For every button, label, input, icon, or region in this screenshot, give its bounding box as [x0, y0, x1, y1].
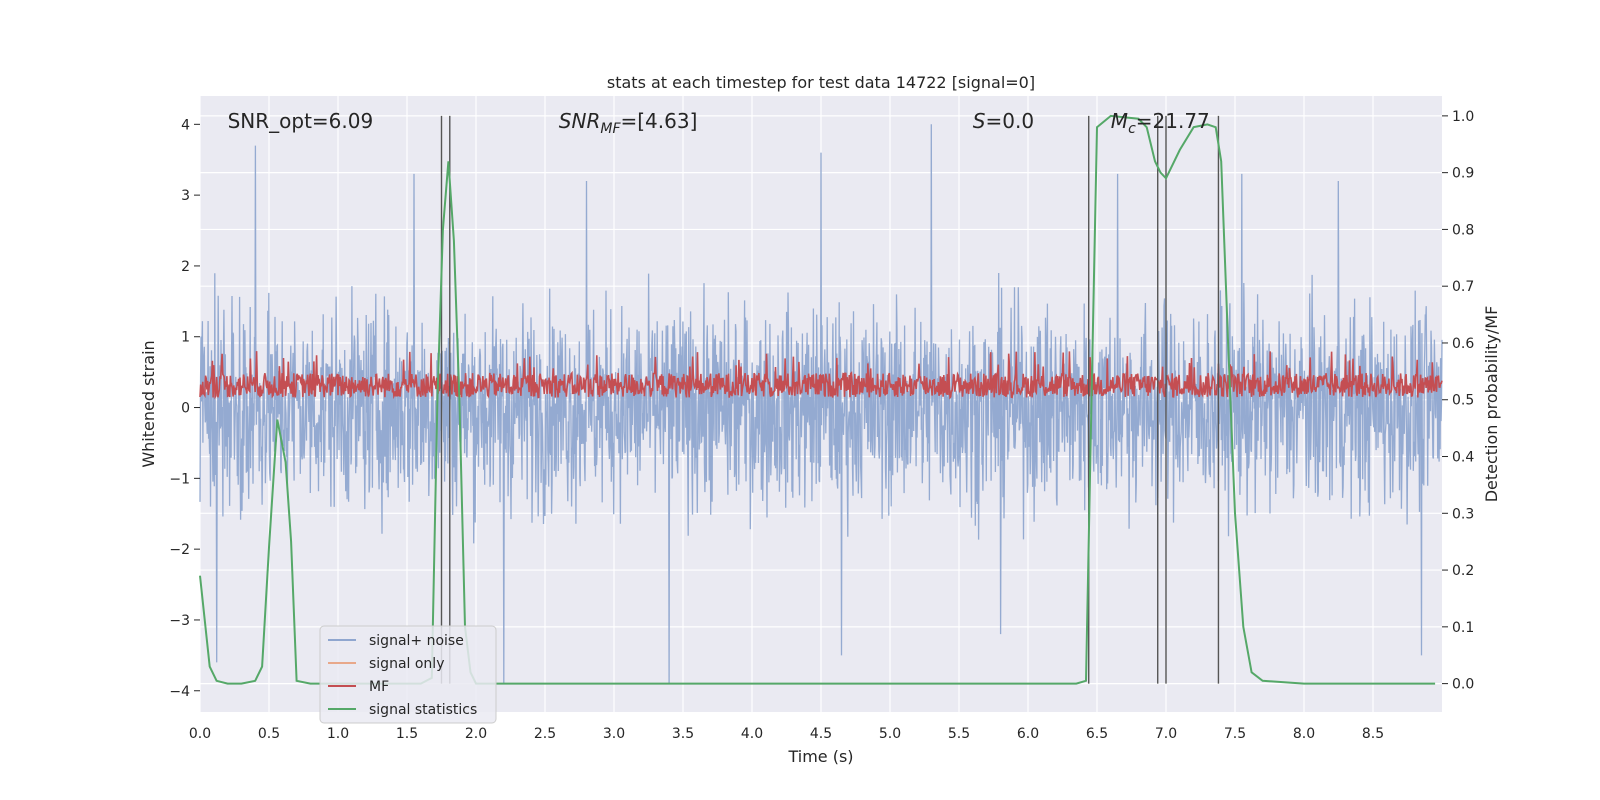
x-tick-label: 0.5: [258, 726, 280, 742]
signal-noise-series: [199, 124, 1443, 684]
signal-statistics-series: [199, 114, 1436, 685]
y-axis-label-right: Detection probability/MF: [1482, 306, 1501, 503]
legend-label-signal-only: signal only: [369, 656, 444, 672]
series-line-signal-statistics: [199, 114, 1436, 685]
y-tick-label: −4: [169, 684, 190, 700]
y-right-tick-label: 0.7: [1452, 279, 1474, 295]
y-right-tick-label: 0.5: [1452, 393, 1474, 409]
x-tick-label: 1.5: [396, 726, 418, 742]
y-tick-label: 1: [181, 330, 190, 346]
y-tick-label: 0: [181, 401, 190, 417]
x-tick-label: 2.0: [465, 726, 487, 742]
x-tick-label: 7.0: [1155, 726, 1177, 742]
x-tick-label: 5.0: [879, 726, 901, 742]
x-tick-label: 6.0: [1017, 726, 1039, 742]
y-right-tick-label: 0.8: [1452, 222, 1474, 238]
legend-label-signal-statistics: signal statistics: [369, 702, 477, 718]
legend-label-mf: MF: [369, 679, 389, 695]
series-line-signal-noise: [199, 124, 1443, 684]
x-axis-label: Time (s): [787, 747, 853, 766]
y-ticks-left: 4 3 2 1 0 −1 −2 −3 −4: [169, 117, 200, 700]
y-axis-label: Whitened strain: [139, 340, 158, 467]
legend-label-signal-noise: signal+ noise: [369, 633, 464, 649]
y-tick-label: −1: [169, 471, 190, 487]
legend-box: [319, 625, 497, 724]
x-tick-label: 8.0: [1293, 726, 1315, 742]
y-right-tick-label: 0.2: [1452, 563, 1474, 579]
series-line-mf: [199, 351, 1443, 400]
y-ticks-right: 1.0 0.9 0.8 0.7 0.6 0.5 0.4 0.3 0.2 0.1 0.0: [1442, 109, 1474, 693]
y-right-tick-label: 1.0: [1452, 109, 1474, 125]
legend: signal+ noise signal only MF signal stat…: [319, 625, 497, 724]
mf-series: [199, 351, 1443, 400]
y-right-tick-label: 0.0: [1452, 677, 1474, 693]
x-tick-label: 2.5: [534, 726, 556, 742]
x-ticks: 0.0 0.5 1.0 1.5 2.0 2.5 3.0 3.5 4.0 4.5 5.0 5.5 6.0 6…: [189, 726, 1384, 742]
y-right-tick-label: 0.4: [1452, 450, 1474, 466]
y-right-tick-label: 0.3: [1452, 506, 1474, 522]
x-tick-label: 3.5: [672, 726, 694, 742]
x-tick-label: 3.0: [603, 726, 625, 742]
annotation: SNR_opt=6.09: [228, 109, 374, 133]
y-right-tick-label: 0.1: [1452, 620, 1474, 636]
y-tick-label: −2: [169, 542, 190, 558]
y-tick-label: 4: [181, 117, 190, 133]
x-tick-label: 4.0: [741, 726, 763, 742]
x-tick-label: 5.5: [948, 726, 970, 742]
x-tick-label: 6.5: [1086, 726, 1108, 742]
x-tick-label: 7.5: [1224, 726, 1246, 742]
annotation: S=0.0: [973, 109, 1034, 133]
annotation: Mc=21.77: [1111, 109, 1210, 137]
x-tick-label: 8.5: [1362, 726, 1384, 742]
x-tick-label: 4.5: [810, 726, 832, 742]
x-tick-label: 1.0: [327, 726, 349, 742]
y-right-tick-label: 0.6: [1452, 336, 1474, 352]
y-tick-label: −3: [169, 613, 190, 629]
y-tick-label: 3: [181, 188, 190, 204]
chart-title: stats at each timestep for test data 147…: [607, 73, 1035, 92]
annotation: SNRMF=[4.63]: [559, 109, 698, 137]
y-right-tick-label: 0.9: [1452, 166, 1474, 182]
x-tick-label: 0.0: [189, 726, 211, 742]
y-tick-label: 2: [181, 259, 190, 275]
annotations: SNR_opt=6.09 SNRMF=[4.63] S=0.0 Mc=21.77: [228, 109, 1210, 137]
